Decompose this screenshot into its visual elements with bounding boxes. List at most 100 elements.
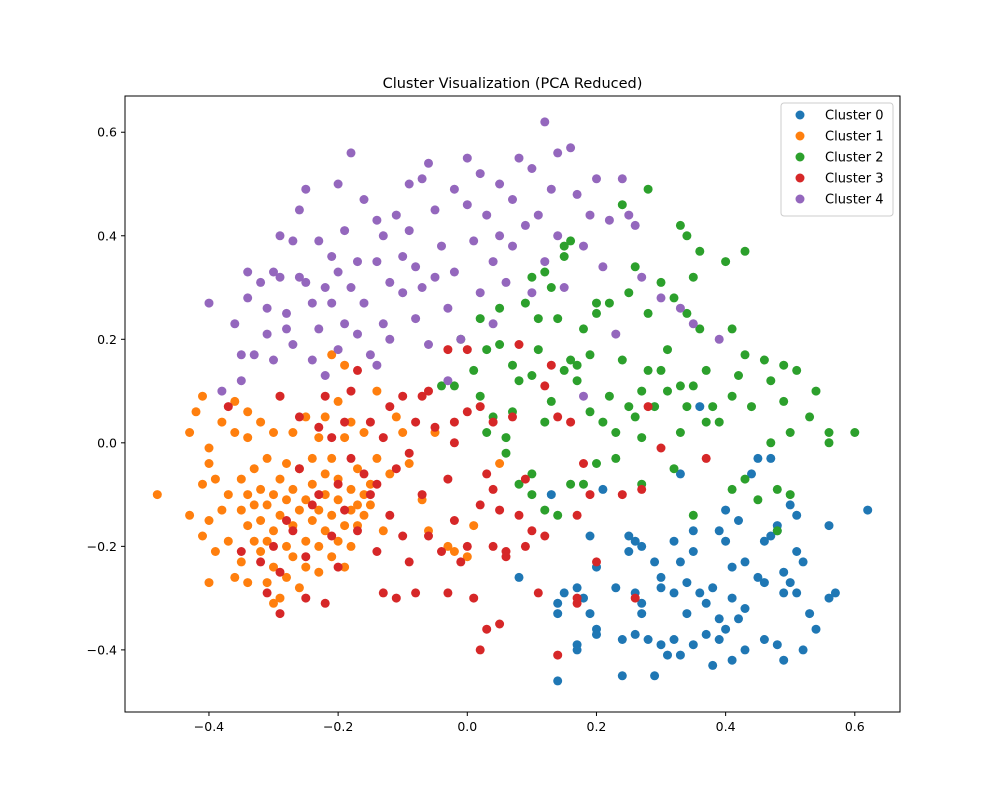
- data-point: [624, 547, 634, 556]
- data-point: [294, 412, 304, 422]
- data-point: [275, 609, 285, 619]
- data-point: [230, 396, 240, 406]
- data-point: [269, 267, 278, 277]
- x-tick-label: 0.0: [457, 719, 477, 734]
- data-point: [533, 210, 543, 220]
- legend: Cluster 0 Cluster 1 Cluster 2 Cluster 3 Clus…: [780, 102, 894, 217]
- data-point: [275, 231, 285, 241]
- data-point: [617, 490, 627, 500]
- data-point: [462, 552, 472, 562]
- data-point: [624, 288, 634, 298]
- data-point: [475, 288, 485, 298]
- data-point: [675, 650, 685, 660]
- data-point: [611, 453, 621, 463]
- data-point: [566, 417, 576, 427]
- data-point: [572, 376, 582, 386]
- data-point: [772, 484, 782, 494]
- data-point: [604, 298, 614, 308]
- data-point: [533, 314, 543, 324]
- data-point: [611, 428, 621, 437]
- data-point: [359, 298, 369, 308]
- data-point: [243, 490, 253, 500]
- data-point: [747, 402, 756, 412]
- data-point: [443, 588, 453, 598]
- data-point: [236, 474, 246, 484]
- data-point: [669, 293, 679, 303]
- data-point: [475, 500, 485, 510]
- data-point: [488, 319, 498, 329]
- data-point: [740, 604, 750, 613]
- data-point: [262, 500, 272, 510]
- data-point: [288, 526, 298, 536]
- data-point: [449, 438, 459, 448]
- data-point: [579, 324, 588, 334]
- data-point: [391, 210, 401, 220]
- data-point: [385, 277, 395, 287]
- data-point: [294, 505, 304, 515]
- data-point: [701, 453, 711, 463]
- data-point: [430, 422, 440, 432]
- legend-label: Cluster 1: [825, 130, 884, 145]
- data-point: [824, 438, 834, 448]
- data-point: [663, 345, 672, 355]
- data-point: [249, 350, 259, 360]
- data-point: [217, 386, 227, 396]
- data-point: [346, 386, 356, 396]
- data-point: [650, 671, 660, 681]
- data-point: [204, 578, 214, 588]
- data-point: [753, 453, 763, 463]
- data-point: [249, 536, 259, 546]
- data-point: [198, 531, 207, 541]
- data-point: [475, 169, 485, 179]
- data-point: [449, 516, 459, 525]
- data-point: [508, 241, 517, 251]
- data-point: [372, 215, 382, 225]
- data-point: [223, 490, 233, 500]
- data-point: [566, 143, 576, 153]
- data-point: [340, 417, 350, 427]
- data-point: [553, 412, 563, 422]
- data-point: [236, 505, 246, 515]
- data-point: [385, 510, 395, 520]
- data-point: [443, 376, 453, 386]
- data-point: [495, 619, 505, 629]
- data-point: [714, 635, 724, 644]
- data-point: [553, 314, 563, 324]
- data-point: [740, 350, 750, 360]
- data-point: [688, 510, 698, 520]
- data-point: [546, 184, 556, 194]
- data-point: [734, 371, 743, 380]
- legend-label: Cluster 2: [825, 151, 884, 166]
- data-point: [223, 402, 233, 412]
- data-point: [624, 531, 634, 541]
- data-point: [372, 360, 382, 370]
- data-point: [734, 516, 743, 525]
- points-layer: [152, 117, 873, 686]
- data-point: [404, 179, 414, 189]
- data-point: [553, 609, 563, 619]
- data-point: [365, 350, 375, 360]
- data-point: [579, 241, 588, 251]
- data-point: [520, 541, 530, 551]
- data-point: [378, 588, 388, 598]
- data-point: [779, 567, 789, 577]
- data-point: [411, 314, 421, 324]
- data-point: [340, 521, 350, 531]
- data-point: [579, 459, 588, 468]
- data-point: [353, 500, 362, 510]
- series-4: [204, 117, 724, 401]
- x-tick-label: 0.2: [587, 719, 607, 734]
- data-point: [456, 557, 466, 567]
- data-point: [333, 479, 343, 489]
- data-point: [688, 381, 698, 391]
- data-point: [598, 484, 608, 494]
- series-3: [223, 340, 711, 660]
- data-point: [333, 536, 343, 546]
- data-point: [262, 578, 272, 588]
- data-point: [256, 417, 266, 427]
- data-point: [501, 448, 511, 458]
- data-point: [294, 464, 304, 474]
- data-point: [307, 355, 317, 365]
- data-point: [236, 350, 246, 360]
